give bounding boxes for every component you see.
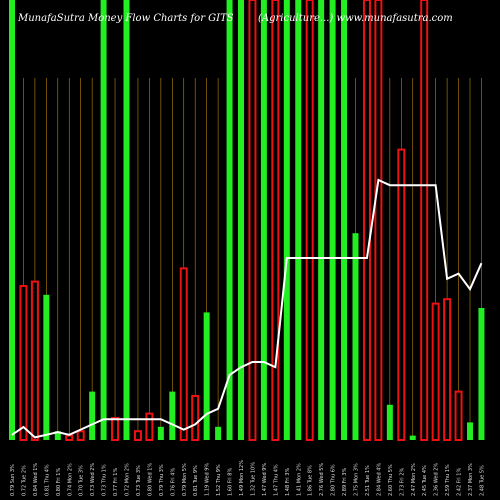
x-tick-label: 1.49 Mon 12%: [239, 460, 245, 496]
bar-up: [341, 0, 348, 440]
bar-up: [89, 391, 96, 440]
bar-down: [179, 267, 188, 441]
bar-up: [329, 0, 336, 440]
bar-up: [157, 426, 164, 440]
x-tick-label: 0.76 Fri 4%: [170, 468, 176, 496]
x-tick-label: 0.81 Tue 9%: [193, 465, 199, 496]
x-tick-label: 0.77 Fri 1%: [113, 468, 119, 496]
x-tick-label: 2.51 Tue 1%: [365, 465, 371, 496]
x-tick-label: 1.60 Fri 8%: [228, 468, 234, 496]
bar-down: [443, 298, 452, 442]
bar-series: [9, 0, 485, 442]
x-tick-label: 2.73 Fri 2%: [399, 468, 405, 496]
bar-up: [352, 233, 359, 440]
bar-down: [454, 390, 463, 442]
bar-up: [54, 431, 61, 440]
bar-up: [478, 308, 485, 440]
x-tick-label: 1.32 Tue 10%: [250, 462, 256, 496]
x-tick-label: 0.79 Mon 5%: [182, 463, 188, 496]
x-tick-label: 0.73 Wed 2%: [90, 463, 96, 496]
x-tick-label: 0.73 Thu 1%: [102, 464, 108, 496]
bar-up: [295, 0, 302, 440]
chart-title-right: (Agriculture...) www.munafasutra.com: [258, 13, 453, 24]
bar-down: [133, 430, 142, 442]
bar-down: [420, 0, 429, 441]
bar-down: [271, 0, 280, 441]
x-axis-labels: 0.79 Sun 3% 0.72 Tue 2% 0.84 Wed 1% 0.81 Th…: [10, 460, 485, 496]
x-tick-label: 0.84 Wed 1%: [33, 463, 39, 496]
x-tick-label: 0.80 Fri 1%: [56, 468, 62, 496]
x-tick-label: 2.89 Fri 3%: [342, 468, 348, 496]
x-tick-label: 1.86 Tue 8%: [308, 465, 314, 496]
x-tick-label: 0.70 Tue 3%: [79, 465, 85, 496]
x-tick-label: 1.47 Thu 4%: [273, 464, 279, 496]
bar-up: [123, 0, 130, 440]
bar-down: [305, 0, 314, 441]
bar-up: [409, 435, 416, 440]
bar-down: [431, 302, 440, 441]
bar-up: [203, 312, 210, 440]
x-tick-label: 0.81 Thu 4%: [44, 464, 50, 496]
x-tick-label: 2.59 Thu 1%: [445, 464, 451, 496]
x-tick-label: 2.60 Thu 5%: [388, 464, 394, 496]
x-tick-label: 0.79 Sun 3%: [10, 464, 16, 496]
x-tick-label: 2.75 Mon 3%: [354, 463, 360, 496]
chart-title: MunafaSutra Money Flow Charts for GITS: [17, 13, 234, 24]
bar-up: [215, 426, 222, 440]
bar-down: [111, 417, 120, 441]
x-tick-label: 2.37 Mon 3%: [468, 463, 474, 496]
x-tick-label: 2.45 Tue 4%: [422, 465, 428, 496]
bar-up: [467, 422, 473, 440]
x-tick-label: 0.72 Mon 2%: [125, 463, 131, 496]
bar-down: [191, 395, 200, 441]
bar-up: [226, 0, 233, 440]
flow-line: [11, 178, 483, 439]
bar-down: [374, 0, 383, 441]
bar-up: [260, 0, 267, 440]
x-tick-label: 1.41 Mon 2%: [296, 463, 302, 496]
x-tick-label: 0.73 Tue 3%: [136, 465, 142, 496]
bar-down: [65, 434, 74, 442]
x-tick-label: 0.74 Mon 2%: [67, 463, 73, 496]
bar-up: [386, 404, 393, 440]
x-tick-label: 2.80 Thu 6%: [331, 464, 337, 496]
bar-up: [283, 0, 290, 440]
bar-up: [9, 0, 15, 440]
bar-up: [100, 0, 107, 440]
x-tick-label: 2.36 Wed 2%: [434, 463, 440, 496]
x-tick-label: 1.48 Fri 3%: [285, 468, 291, 496]
x-tick-label: 2.47 Mon 2%: [411, 463, 417, 496]
x-tick-label: 0.79 Thu 3%: [159, 464, 165, 496]
bar-down: [362, 0, 371, 441]
x-tick-label: 2.84 Wed 4%: [376, 463, 382, 496]
x-tick-label: 1.19 Wed 9%: [205, 463, 211, 496]
x-tick-label: 2.48 Tue 5%: [479, 465, 485, 496]
x-tick-label: 1.47 Wed 9%: [262, 463, 268, 496]
bar-up: [238, 0, 244, 440]
x-tick-label: 0.80 Wed 1%: [147, 463, 153, 496]
x-tick-label: 0.72 Tue 2%: [21, 465, 27, 496]
bar-down: [19, 285, 28, 441]
bar-up: [318, 0, 325, 440]
bar-down: [248, 0, 257, 441]
bar-down: [30, 280, 39, 441]
bar-down: [76, 430, 85, 442]
bar-up: [43, 294, 50, 440]
bar-up: [169, 391, 176, 440]
bar-down: [145, 412, 154, 442]
x-tick-label: 2.42 Fri 1%: [457, 468, 463, 496]
x-tick-label: 1.52 Thu 9%: [216, 464, 222, 496]
x-tick-label: 2.76 Wed 5%: [319, 463, 325, 496]
bar-down: [397, 148, 406, 441]
